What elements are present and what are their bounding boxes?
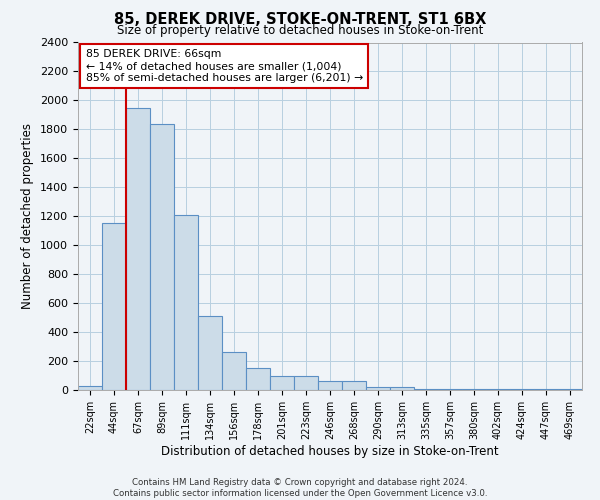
Bar <box>270 376 294 390</box>
Bar <box>294 376 318 390</box>
Text: Contains HM Land Registry data © Crown copyright and database right 2024.
Contai: Contains HM Land Registry data © Crown c… <box>113 478 487 498</box>
Bar <box>318 380 342 390</box>
X-axis label: Distribution of detached houses by size in Stoke-on-Trent: Distribution of detached houses by size … <box>161 444 499 458</box>
Bar <box>366 387 390 390</box>
Bar <box>246 368 270 390</box>
Bar <box>126 108 150 390</box>
Bar <box>222 352 246 390</box>
Bar <box>150 124 174 390</box>
Y-axis label: Number of detached properties: Number of detached properties <box>22 123 34 309</box>
Text: Size of property relative to detached houses in Stoke-on-Trent: Size of property relative to detached ho… <box>117 24 483 37</box>
Bar <box>198 316 222 390</box>
Text: 85, DEREK DRIVE, STOKE-ON-TRENT, ST1 6BX: 85, DEREK DRIVE, STOKE-ON-TRENT, ST1 6BX <box>114 12 486 26</box>
Bar <box>390 387 414 390</box>
Bar <box>102 224 126 390</box>
Bar <box>78 386 102 390</box>
Bar <box>174 215 198 390</box>
Text: 85 DEREK DRIVE: 66sqm
← 14% of detached houses are smaller (1,004)
85% of semi-d: 85 DEREK DRIVE: 66sqm ← 14% of detached … <box>86 50 363 82</box>
Bar <box>342 382 366 390</box>
